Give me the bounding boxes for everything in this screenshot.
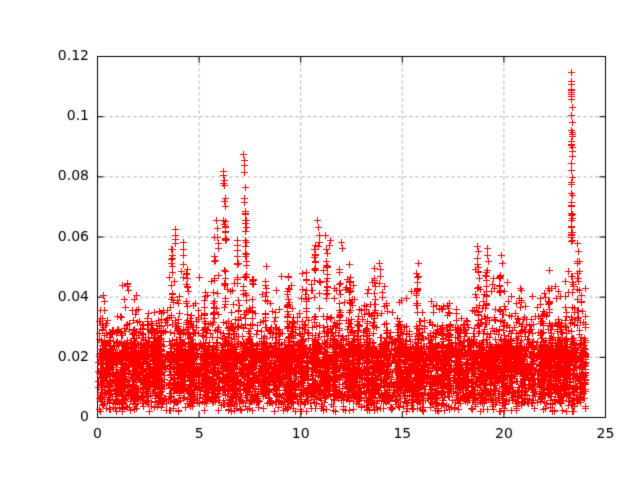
plot-canvas xyxy=(0,0,640,480)
gnuplot-figure: Day 303 of 2016, Rate Of TEC Index for r… xyxy=(0,0,640,480)
